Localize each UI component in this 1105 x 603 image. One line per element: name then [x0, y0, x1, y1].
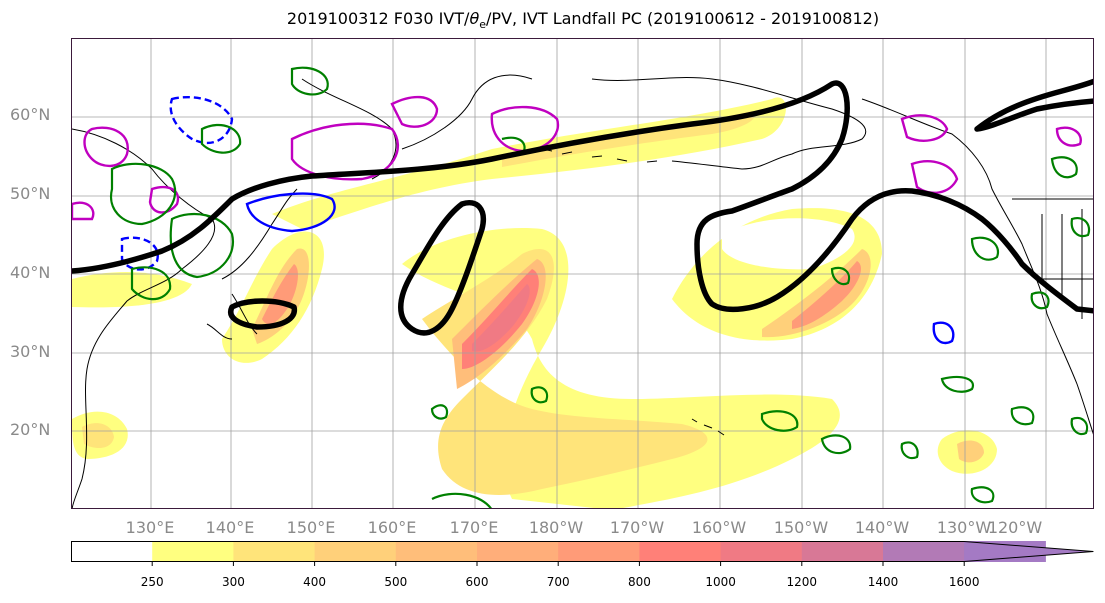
- ivt-core-east: [792, 261, 862, 329]
- coastlines: [72, 74, 1093, 508]
- pc-tongue-contour: [398, 200, 486, 336]
- colorbar-tick-label: 1000: [705, 575, 736, 589]
- colorbar-segment: [801, 541, 884, 562]
- colorbar-segment: [152, 541, 234, 562]
- colorbar-segment: [71, 541, 153, 562]
- colorbar-segment: [883, 541, 965, 562]
- lon-label-140e: 140°E: [205, 518, 255, 537]
- colorbar-outline: [71, 541, 1094, 562]
- lon-label-120w: 120°W: [987, 518, 1043, 537]
- lat-label-60n: 60°N: [10, 105, 51, 124]
- title-theta: θ: [469, 9, 480, 28]
- colorbar-tick-label: 1400: [867, 575, 899, 589]
- colorbar-tick-label: 700: [546, 575, 570, 589]
- colorbar-extend-arrow: [964, 541, 1094, 562]
- japan-coast: [206, 188, 298, 340]
- colorbar-tick-label: 400: [303, 575, 327, 589]
- theta-e-contours: [109, 66, 1091, 508]
- colorbar-tick-label: 1200: [786, 575, 818, 589]
- lon-label-160e: 160°E: [367, 518, 417, 537]
- colorbar-segment: [720, 541, 803, 562]
- colorbar-segment: [639, 541, 722, 562]
- ivt-shading: [72, 97, 997, 508]
- lon-label-150w: 150°W: [773, 518, 829, 537]
- pc-small-contour: [228, 298, 298, 330]
- lon-label-170w: 170°W: [609, 518, 665, 537]
- map-panel: [71, 38, 1094, 509]
- alaska-coast: [591, 77, 867, 170]
- colorbar-segment: [477, 541, 559, 562]
- pv-negative-contour: [169, 96, 234, 145]
- pv-positive-contour: [83, 126, 129, 168]
- title-suffix: /PV, IVT Landfall PC (2019100612 - 20191…: [486, 9, 880, 28]
- asia-coast: [72, 128, 216, 508]
- ivt-pc-contours: [72, 78, 1093, 336]
- us-state-lines: [1041, 209, 1093, 319]
- colorbar-tick-label: 600: [465, 575, 489, 589]
- colorbar-tick-label: 1600: [948, 575, 980, 589]
- pv-contours: [72, 95, 1082, 345]
- lon-label-130w: 130°W: [936, 518, 992, 537]
- lon-label-180w: 180°W: [528, 518, 584, 537]
- map-title: 2019100312 F030 IVT/θe/PV, IVT Landfall …: [0, 9, 1105, 31]
- lat-label-40n: 40°N: [10, 263, 51, 282]
- colorbar-segment: [395, 541, 478, 562]
- pc-ne-contour: [974, 78, 1093, 132]
- ivt-colorbar: [71, 541, 1094, 566]
- lat-label-20n: 20°N: [10, 420, 51, 439]
- pc-main-contour: [72, 80, 1093, 314]
- colorbar-segment: [558, 541, 640, 562]
- colorbar-segment: [233, 541, 316, 562]
- lon-label-140w: 140°W: [854, 518, 910, 537]
- colorbar-tick-label: 500: [384, 575, 408, 589]
- north-america-coast: [861, 98, 1093, 435]
- title-theta-subscript: e: [479, 18, 487, 32]
- lon-label-150e: 150°E: [286, 518, 336, 537]
- lon-label-160w: 160°W: [691, 518, 747, 537]
- colorbar-segment: [314, 541, 397, 562]
- hawaii-islands: [691, 418, 725, 436]
- lat-label-50n: 50°N: [10, 184, 51, 203]
- title-prefix: 2019100312 F030 IVT/: [286, 9, 470, 28]
- lon-label-170e: 170°E: [449, 518, 499, 537]
- colorbar-tick-label: 250: [140, 575, 164, 589]
- theta-e-contour: [109, 162, 177, 226]
- map-canvas: [72, 39, 1093, 508]
- lon-label-130e: 130°E: [125, 518, 175, 537]
- colorbar-tick-label: 300: [221, 575, 245, 589]
- lat-label-30n: 30°N: [10, 342, 51, 361]
- colorbar-tick-label: 800: [627, 575, 651, 589]
